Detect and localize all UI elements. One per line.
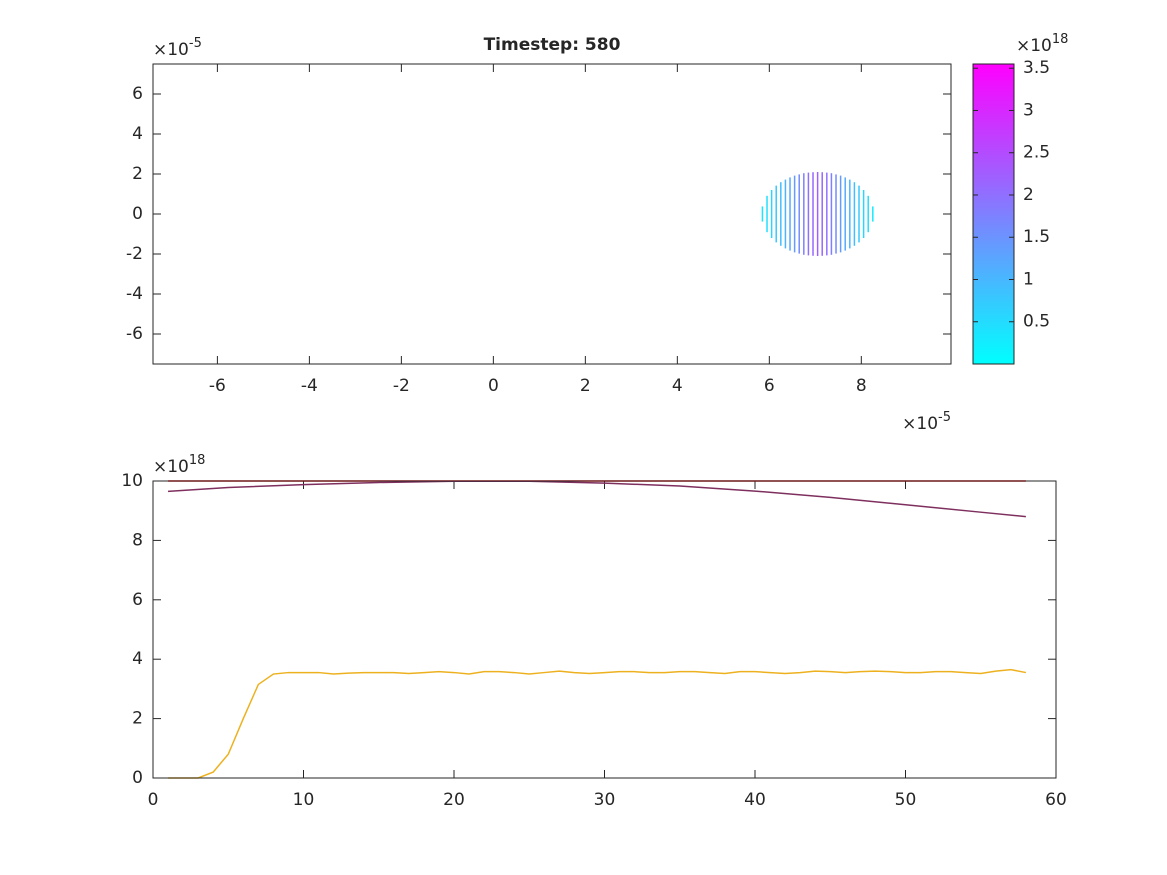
axes-box <box>152 63 952 365</box>
y-tick-label: 6 <box>132 84 143 104</box>
y-tick-label: 0 <box>132 204 143 224</box>
y-tick-label: -6 <box>126 324 143 344</box>
y-tick-label: -4 <box>126 284 143 304</box>
axes-box <box>152 480 1057 779</box>
exponent-label: ×1018 <box>1016 32 1068 57</box>
x-tick-label: 0 <box>148 790 159 810</box>
x-tick-label: 30 <box>594 790 616 810</box>
y-tick-label: -2 <box>126 244 143 264</box>
colorbar-tick-label: 2.5 <box>1023 143 1050 163</box>
x-tick-label: 10 <box>293 790 315 810</box>
y-tick-label: 2 <box>132 164 143 184</box>
x-tick-label: -4 <box>301 376 318 396</box>
colorbar-tick-label: 0.5 <box>1023 312 1050 332</box>
exponent-power: -5 <box>938 410 951 425</box>
colorbar-tick-label: 2 <box>1023 185 1034 205</box>
colorbar-tick-label: 1.5 <box>1023 227 1050 247</box>
exponent-label: ×10-5 <box>902 410 951 435</box>
colorbar-tick-label: 3 <box>1023 100 1034 120</box>
exponent-label: ×10-5 <box>153 36 202 61</box>
series-line <box>168 480 1026 518</box>
exponent-power: 18 <box>189 453 206 468</box>
axes-background <box>153 481 1056 778</box>
x-tick-label: 8 <box>856 376 867 396</box>
y-tick-label: 8 <box>132 530 143 550</box>
y-tick-label: 10 <box>121 471 143 491</box>
colorbar-tick-label: 3.5 <box>1023 58 1050 78</box>
exponent-label: ×1018 <box>153 453 205 478</box>
x-tick-label: 2 <box>580 376 591 396</box>
y-tick-label: 4 <box>132 649 143 669</box>
chart-title: Timestep: 580 <box>484 35 621 55</box>
y-tick-label: 2 <box>132 709 143 729</box>
exponent-power: -5 <box>189 36 202 51</box>
x-tick-label: -2 <box>393 376 410 396</box>
x-tick-label: 6 <box>764 376 775 396</box>
colorbar-tick-label: 1 <box>1023 269 1034 289</box>
x-tick-label: 50 <box>895 790 917 810</box>
y-tick-label: 4 <box>132 124 143 144</box>
x-tick-label: 0 <box>488 376 499 396</box>
x-tick-label: 4 <box>672 376 683 396</box>
x-tick-label: 40 <box>744 790 766 810</box>
x-tick-label: 60 <box>1045 790 1067 810</box>
x-tick-label: -6 <box>209 376 226 396</box>
x-tick-label: 20 <box>443 790 465 810</box>
exponent-power: 18 <box>1052 32 1069 47</box>
exponent-base: ×10 <box>153 40 189 60</box>
colorbar <box>972 63 1015 365</box>
exponent-base: ×10 <box>902 414 938 434</box>
exponent-base: ×10 <box>1016 36 1052 56</box>
y-tick-label: 6 <box>132 590 143 610</box>
exponent-base: ×10 <box>153 457 189 477</box>
series-line <box>168 668 1027 779</box>
y-tick-label: 0 <box>132 768 143 788</box>
